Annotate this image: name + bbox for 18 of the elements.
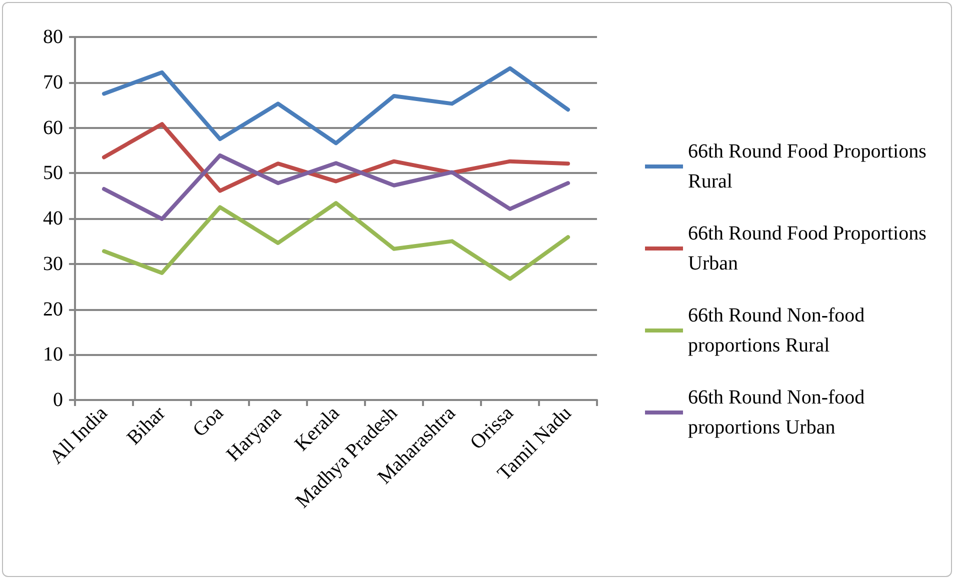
legend-label: 66th Round Non-food proportions Urban xyxy=(688,386,870,438)
y-tick-label: 0 xyxy=(53,389,63,411)
y-tick-label: 10 xyxy=(43,344,63,366)
line-series xyxy=(102,201,570,281)
y-tick-label: 40 xyxy=(43,208,63,230)
line-series xyxy=(102,153,570,221)
y-tick-label: 20 xyxy=(43,298,63,320)
y-tick-label: 80 xyxy=(43,26,63,48)
y-tick-label: 30 xyxy=(43,252,63,275)
x-tick-label: Goa xyxy=(188,402,228,442)
legend-label: 66th Round Food Proportions Rural xyxy=(688,140,932,192)
legend-label: 66th Round Food Proportions Urban xyxy=(688,222,932,274)
y-tick-label: 50 xyxy=(43,162,63,184)
legend-label: 66th Round Non-food proportions Rural xyxy=(688,304,870,356)
y-tick-label: 70 xyxy=(43,71,63,94)
line-series xyxy=(102,122,570,193)
line-series xyxy=(102,66,570,146)
y-tick-label: 60 xyxy=(43,116,63,139)
